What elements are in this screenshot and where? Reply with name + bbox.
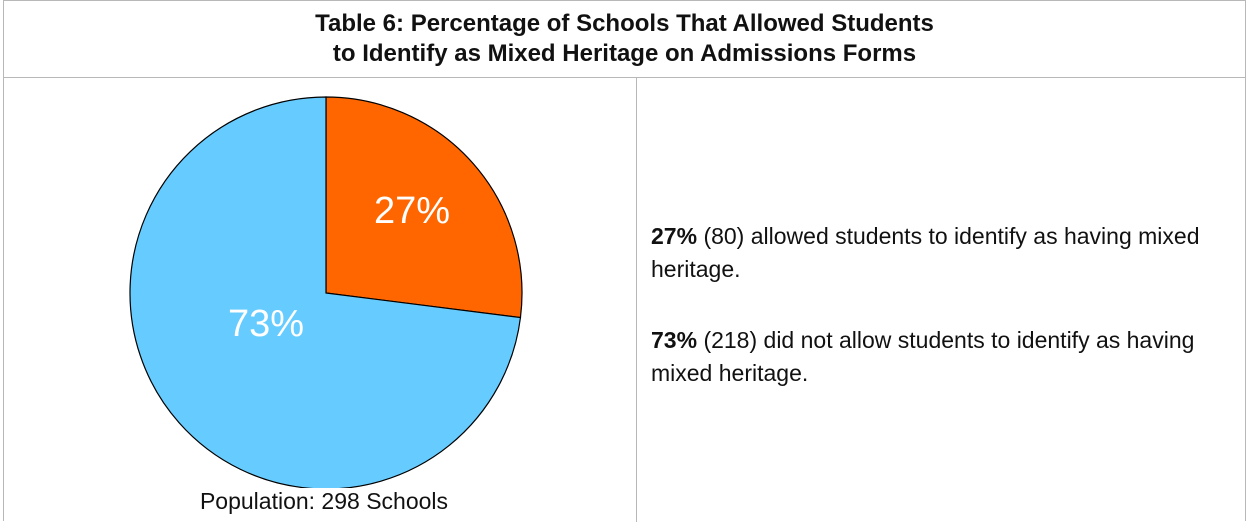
- pie-chart: 27% 73%: [129, 96, 523, 488]
- statement-allowed-count: (80): [703, 223, 745, 249]
- table-title-line-1: Table 6: Percentage of Schools That Allo…: [315, 10, 934, 37]
- statement-allowed: 27% (80) allowed students to identify as…: [651, 220, 1231, 286]
- column-divider: [636, 78, 637, 522]
- statement-allowed-text: allowed students to identify as having m…: [651, 223, 1200, 282]
- table-frame: Table 6: Percentage of Schools That Allo…: [3, 0, 1246, 522]
- pie-slice-label-1: 27%: [374, 190, 450, 232]
- chart-cell: 27% 73% Population: 298 Schools: [4, 78, 636, 522]
- pie-slice-1: [325, 96, 523, 319]
- table-title-line-2: to Identify as Mixed Heritage on Admissi…: [332, 40, 917, 67]
- pie-slice-label-2: 73%: [228, 303, 304, 345]
- statement-allowed-percent: 27%: [651, 223, 698, 249]
- statement-not-allowed-percent: 73%: [651, 327, 698, 353]
- population-label: Population: 298 Schools: [199, 488, 449, 514]
- statement-not-allowed-count: (218): [703, 327, 758, 353]
- summary-cell: 27% (80) allowed students to identify as…: [637, 78, 1245, 522]
- statement-not-allowed-text: did not allow students to identify as ha…: [651, 327, 1195, 386]
- statement-not-allowed: 73% (218) did not allow students to iden…: [651, 324, 1231, 390]
- title-cell: Table 6: Percentage of Schools That Allo…: [4, 1, 1245, 78]
- pie-slice-2: [129, 96, 522, 488]
